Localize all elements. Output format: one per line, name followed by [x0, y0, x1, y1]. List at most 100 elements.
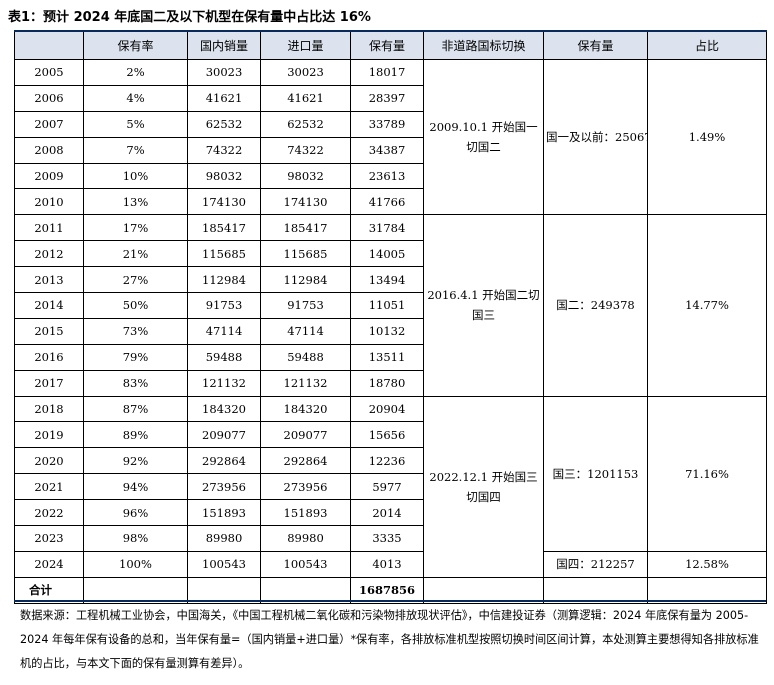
total-holding: 1687856: [350, 576, 424, 604]
cell-rate: 98%: [83, 525, 188, 552]
cell-import: 184320: [260, 395, 351, 423]
cell-year: 2021: [14, 473, 84, 501]
cell-holding: 34387: [350, 136, 424, 164]
cell-import: 30023: [260, 59, 351, 86]
holding-table: 保有率 国内销量 进口量 保有量 非道路国标切换 保有量 占比 2005 2% 30023 300…: [14, 30, 767, 604]
cell-holding: 13511: [350, 343, 424, 371]
total-row: 合计 1687856: [14, 576, 767, 604]
total-label: 合计: [14, 576, 84, 604]
cell-holding: 3335: [350, 525, 424, 552]
cell-rate: 7%: [83, 136, 188, 164]
cell-domestic: 151893: [187, 499, 261, 527]
column-header: 进口量: [260, 30, 351, 60]
cell-domestic: 59488: [187, 343, 261, 371]
blank-cell: [543, 576, 648, 604]
cell-import: 185417: [260, 214, 351, 242]
cell-domestic: 292864: [187, 447, 261, 475]
cell-year: 2005: [14, 59, 84, 86]
cell-import: 209077: [260, 421, 351, 449]
cell-domestic: 100543: [187, 550, 261, 578]
cell-year: 2022: [14, 499, 84, 527]
cell-year: 2018: [14, 395, 84, 423]
cell-import: 273956: [260, 473, 351, 501]
cell-holding: 41766: [350, 188, 424, 216]
cell-domestic: 115685: [187, 240, 261, 268]
cell-domestic: 30023: [187, 59, 261, 86]
table-row: 2007 5% 62532 62532 33789: [14, 110, 767, 138]
cell-year: 2020: [14, 447, 84, 475]
cell-rate: 27%: [83, 266, 188, 294]
cell-rate: 2%: [83, 59, 188, 86]
cell-group-stock: 国二：249378: [543, 214, 648, 397]
cell-domestic: 121132: [187, 369, 261, 397]
cell-import: 174130: [260, 188, 351, 216]
cell-rate: 17%: [83, 214, 188, 242]
column-header: 保有量: [543, 30, 648, 60]
cell-import: 74322: [260, 136, 351, 164]
column-header: 非道路国标切换: [423, 30, 544, 60]
cell-import: 89980: [260, 525, 351, 552]
cell-import: 91753: [260, 292, 351, 319]
cell-holding: 4013: [350, 550, 424, 578]
cell-domestic: 185417: [187, 214, 261, 242]
cell-holding: 15656: [350, 421, 424, 449]
cell-standard-switch: 2016.4.1 开始国二切国三: [423, 214, 544, 397]
cell-import: 121132: [260, 369, 351, 397]
cell-year: 2014: [14, 292, 84, 319]
blank-cell: [83, 576, 188, 604]
cell-group-share: 14.77%: [647, 214, 767, 397]
table-row: 2005 2% 30023 30023 18017 2009.10.1 开始国一切国二 国一…: [14, 58, 767, 216]
cell-domestic: 89980: [187, 525, 261, 552]
column-header: 保有量: [350, 30, 424, 60]
table-row: 2020 92% 292864 292864 12236: [14, 447, 767, 475]
header-row: 保有率 国内销量 进口量 保有量 非道路国标切换 保有量 占比: [14, 30, 767, 60]
cell-rate: 13%: [83, 188, 188, 216]
table-row: 2017 83% 121132 121132 18780: [14, 369, 767, 397]
cell-domestic: 98032: [187, 162, 261, 190]
cell-domestic: 273956: [187, 473, 261, 501]
cell-year: 2008: [14, 136, 84, 164]
cell-domestic: 47114: [187, 317, 261, 345]
cell-holding: 18017: [350, 59, 424, 86]
table-row: 2016 79% 59488 59488 13511: [14, 343, 767, 371]
cell-holding: 18780: [350, 369, 424, 397]
cell-year: 2015: [14, 317, 84, 345]
cell-holding: 28397: [350, 84, 424, 112]
cell-import: 115685: [260, 240, 351, 268]
source-note: 数据来源：工程机械工业协会，中国海关，《中国工程机械二氧化碳和污染物排放现状评估…: [20, 609, 759, 670]
cell-group-stock: 国四：212257: [543, 550, 648, 578]
cell-rate: 10%: [83, 162, 188, 190]
table-row: 2015 73% 47114 47114 10132: [14, 317, 767, 345]
table-row: 2006 4% 41621 41621 28397: [14, 84, 767, 112]
cell-import: 100543: [260, 550, 351, 578]
table-row: 2021 94% 273956 273956 5977: [14, 473, 767, 501]
cell-group-share: 71.16%: [647, 395, 767, 552]
table-row: 2012 21% 115685 115685 14005: [14, 240, 767, 268]
cell-holding: 23613: [350, 162, 424, 190]
cell-year: 2009: [14, 162, 84, 190]
table-row: 2024 100% 100543 100543 4013 国四：212257 12.58%: [14, 550, 767, 578]
cell-domestic: 209077: [187, 421, 261, 449]
cell-rate: 96%: [83, 499, 188, 527]
cell-group-stock: 国三：1201153: [543, 395, 648, 552]
table-row: 2022 96% 151893 151893 2014: [14, 499, 767, 527]
cell-holding: 33789: [350, 110, 424, 138]
cell-rate: 4%: [83, 84, 188, 112]
table-title: 表1：预计 2024 年底国二及以下机型在保有量中占比达 16%: [8, 10, 371, 25]
cell-year: 2013: [14, 266, 84, 294]
cell-year: 2017: [14, 369, 84, 397]
blank-cell: [260, 576, 351, 604]
column-header: 占比: [647, 30, 767, 60]
table-row: 2008 7% 74322 74322 34387: [14, 136, 767, 164]
column-header: 国内销量: [187, 30, 261, 60]
blank-cell: [423, 576, 544, 604]
cell-rate: 5%: [83, 110, 188, 138]
column-header: [14, 30, 84, 60]
cell-rate: 94%: [83, 473, 188, 501]
cell-holding: 5977: [350, 473, 424, 501]
blank-cell: [647, 576, 767, 604]
cell-rate: 21%: [83, 240, 188, 268]
cell-import: 59488: [260, 343, 351, 371]
cell-domestic: 112984: [187, 266, 261, 294]
cell-year: 2011: [14, 214, 84, 242]
